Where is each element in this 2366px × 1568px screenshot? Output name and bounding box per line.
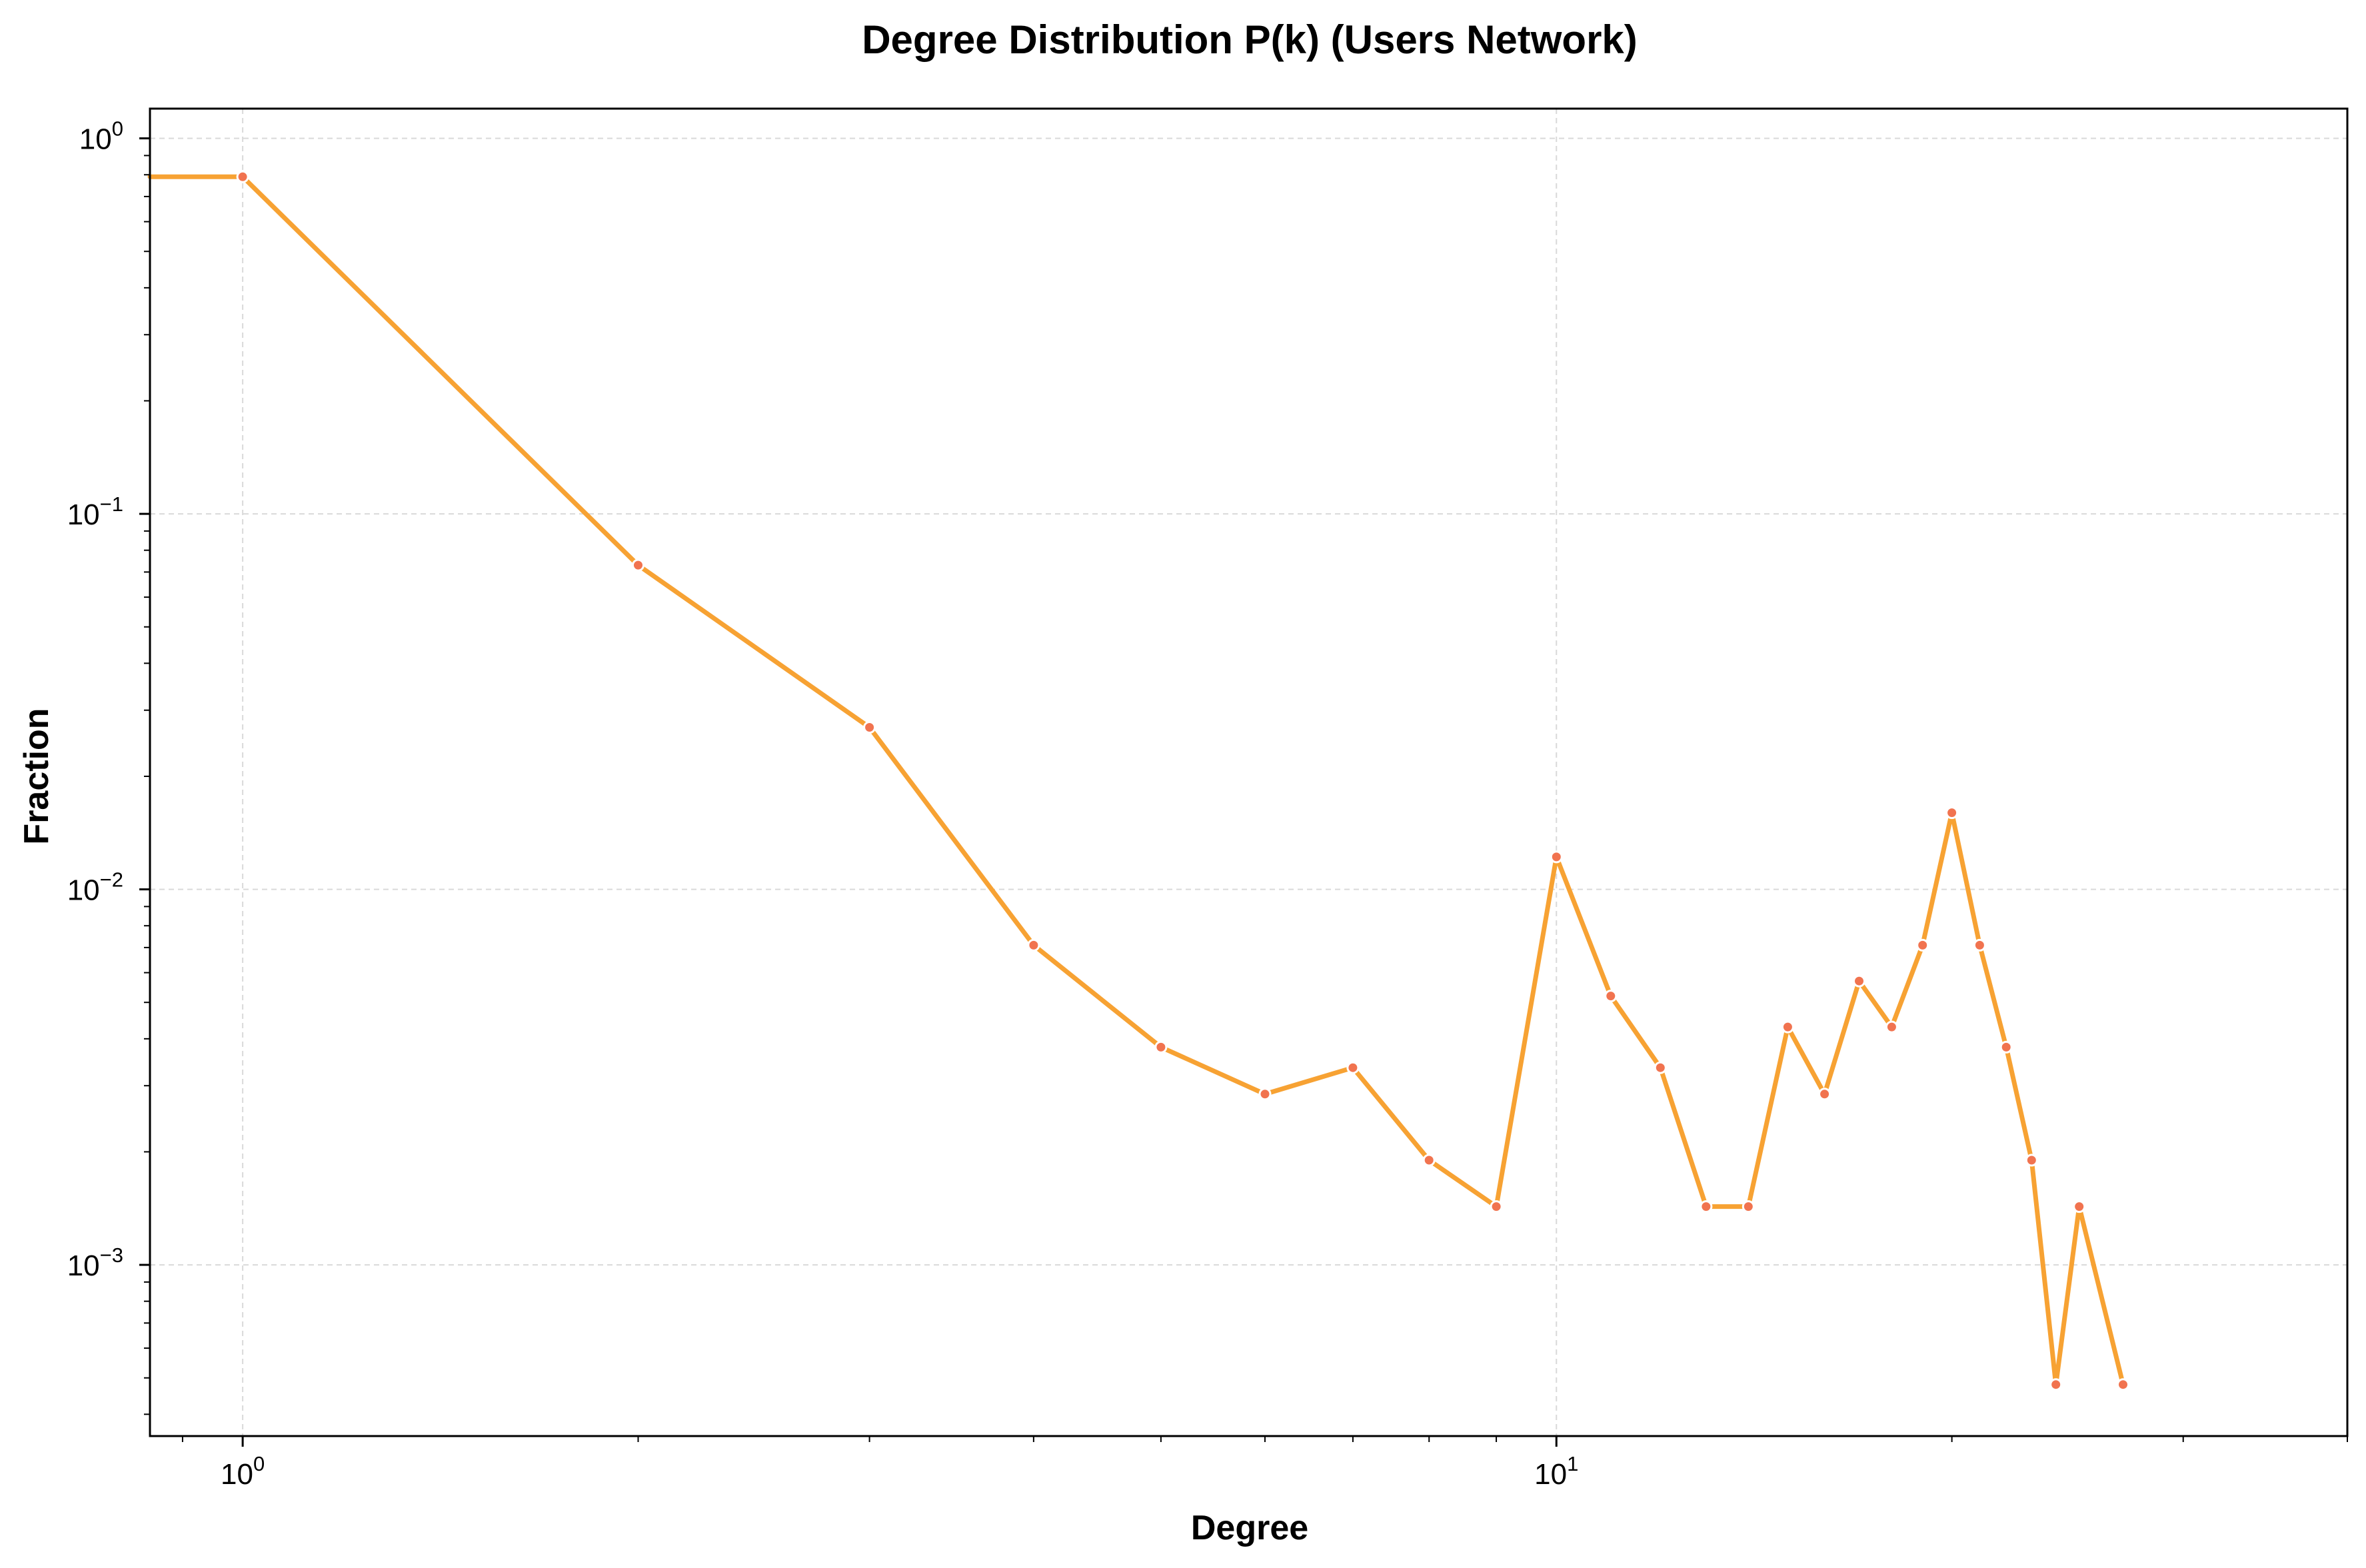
axis-ticks: 100 101 100 10−1 10−2 10−3 [67,117,2348,1491]
data-point [1853,974,1865,988]
data-point [1742,1200,1755,1213]
data-point [2025,1154,2038,1167]
y-tick-label: 10−2 [67,868,123,907]
data-point [1781,1020,1794,1034]
plot-frame [149,107,2349,1437]
series-line [147,174,2125,1387]
data-point [1154,1040,1168,1054]
data-point [1885,1020,1898,1034]
data-point [1654,1061,1667,1074]
data-point [2117,1378,2129,1391]
data-point [632,558,644,572]
data-point [2073,1200,2086,1213]
data-point [1818,1088,1831,1101]
data-point [1490,1200,1503,1213]
y-tick-label: 10−1 [67,492,123,531]
data-point [1999,1040,2013,1054]
data-point [1916,938,1929,952]
y-tick-label: 100 [79,117,123,156]
data-point [1027,938,1040,952]
data-point [1550,850,1563,864]
y-axis-label: Fraction [17,708,56,844]
data-point [1604,990,1618,1003]
chart-title: Degree Distribution P(k) (Users Network) [862,17,1638,62]
data-point [2049,1378,2063,1391]
x-axis-label: Degree [1191,1509,1308,1547]
data-series [147,170,2129,1391]
data-point [1258,1088,1272,1101]
y-tick-label: 10−3 [67,1243,123,1282]
data-point [236,170,249,183]
data-point [1346,1061,1360,1074]
data-point [1422,1154,1436,1167]
data-point [1945,806,1959,820]
data-point [1973,938,1986,952]
grid-lines [150,109,2347,1436]
data-point [863,721,876,734]
x-tick-label: 100 [221,1452,265,1491]
data-point [1700,1200,1713,1213]
x-tick-label: 101 [1534,1452,1578,1491]
